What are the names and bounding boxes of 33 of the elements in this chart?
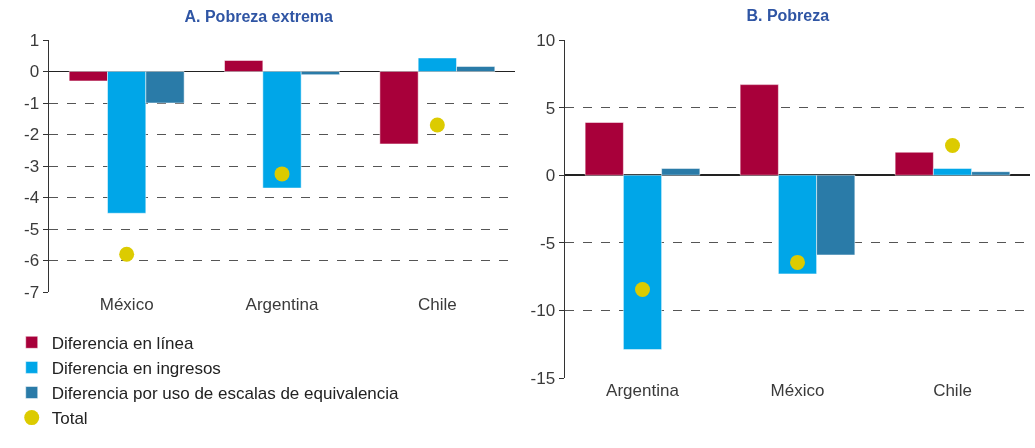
- point: [119, 246, 135, 262]
- y-tick-label: -10: [530, 301, 556, 321]
- legend-label: Total: [51, 409, 88, 429]
- point: [429, 117, 445, 133]
- point: [790, 254, 805, 270]
- point: [274, 166, 290, 182]
- y-tick-label: 0: [29, 62, 40, 82]
- x-tick-label: Argentina: [606, 381, 680, 400]
- y-tick-label: -2: [23, 125, 40, 145]
- y-tick-label: 1: [29, 30, 40, 50]
- y-tick-label: -3: [23, 156, 40, 176]
- x-tick-label: México: [99, 295, 154, 314]
- x-tick-label: Chile: [417, 295, 457, 314]
- y-tick-label: -5: [539, 233, 556, 253]
- y-tick-label: -4: [23, 188, 40, 208]
- y-tick-label: 5: [545, 98, 556, 118]
- y-tick-label: 0: [545, 166, 556, 186]
- x-tick-label: México: [770, 381, 825, 400]
- legend-label: Diferencia por uso de escalas de equivalencia: [51, 384, 400, 404]
- y-tick-label: -7: [23, 282, 40, 302]
- x-tick-label: Chile: [933, 381, 972, 400]
- chart-title: A. Pobreza extrema: [184, 8, 334, 26]
- point: [635, 281, 650, 297]
- y-tick-label: -6: [23, 251, 40, 271]
- point: [945, 137, 960, 153]
- y-tick-label: -5: [23, 219, 40, 239]
- x-tick-label: Argentina: [245, 295, 319, 314]
- y-tick-label: 10: [536, 30, 556, 50]
- y-tick-label: -1: [23, 93, 40, 113]
- y-tick-label: -15: [530, 368, 556, 388]
- legend-label: Diferencia en ingresos: [51, 359, 221, 379]
- chart-title: B. Pobreza: [746, 7, 830, 25]
- legend-label: Diferencia en línea: [51, 333, 195, 353]
